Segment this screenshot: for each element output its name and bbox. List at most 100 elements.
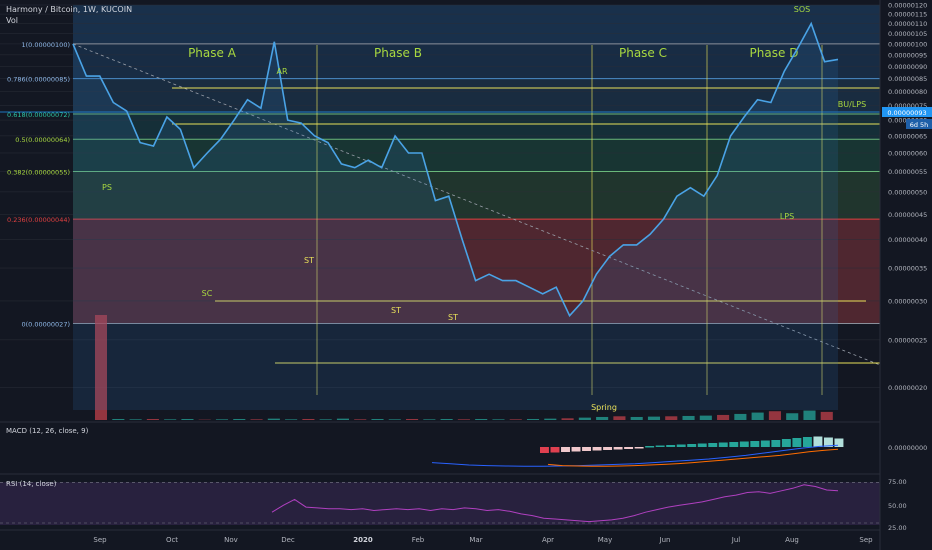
y-tick-label: 0.00000030 bbox=[888, 297, 927, 305]
wyckoff-annotation: LPS bbox=[780, 212, 794, 221]
macd-histogram-bar bbox=[540, 447, 549, 453]
wyckoff-annotation: Spring bbox=[591, 403, 617, 412]
wyckoff-annotation: SC bbox=[202, 289, 213, 298]
volume-bar bbox=[717, 414, 730, 420]
macd-histogram-bar bbox=[613, 447, 623, 450]
volume-bar bbox=[682, 415, 695, 420]
volume-bar bbox=[233, 418, 246, 420]
y-tick-label: 0.00000075 bbox=[888, 102, 927, 110]
volume-bar bbox=[388, 419, 401, 420]
volume-bar bbox=[561, 418, 574, 420]
fib-band bbox=[73, 43, 880, 79]
volume-bar bbox=[423, 419, 436, 420]
macd-histogram-bar bbox=[739, 441, 749, 447]
price-badge-label: 0.00000093 bbox=[887, 109, 926, 117]
volume-bar bbox=[526, 418, 540, 420]
volume-bar bbox=[215, 419, 229, 420]
macd-histogram-bar bbox=[718, 442, 728, 447]
fib-label: 0.618(0.00000072) bbox=[7, 111, 70, 119]
y-tick-label: 0.00000110 bbox=[888, 20, 927, 28]
macd-histogram-bar bbox=[655, 445, 665, 447]
macd-histogram-bar bbox=[592, 447, 602, 451]
macd-histogram-bar bbox=[771, 440, 781, 447]
volume-bar bbox=[509, 419, 522, 420]
volume-bar bbox=[803, 410, 816, 420]
wyckoff-annotation: ST bbox=[304, 256, 314, 265]
volume-bar bbox=[112, 418, 125, 420]
x-tick-label: Jul bbox=[731, 536, 741, 544]
rsi-band bbox=[0, 482, 880, 525]
x-tick-label: Sep bbox=[93, 536, 107, 544]
x-tick-label: Apr bbox=[542, 536, 554, 544]
volume-bar bbox=[371, 418, 384, 420]
volume-bar bbox=[319, 419, 332, 420]
y-tick-label: 0.00000115 bbox=[888, 11, 927, 19]
volume-bar bbox=[146, 418, 159, 420]
fib-label: 0(0.00000027) bbox=[22, 320, 71, 328]
volume-bar bbox=[267, 418, 280, 420]
x-tick-label: Nov bbox=[224, 536, 238, 544]
rsi-tick-label: 25.00 bbox=[888, 524, 907, 532]
price-badge bbox=[882, 107, 932, 117]
rsi-tick-label: 50.00 bbox=[888, 502, 907, 510]
x-tick-label: Oct bbox=[166, 536, 178, 544]
volume-bar bbox=[751, 412, 764, 420]
fib-band bbox=[73, 139, 880, 172]
countdown-badge bbox=[906, 119, 932, 129]
fib-label: 0.382(0.00000055) bbox=[7, 169, 70, 177]
volume-bar bbox=[768, 411, 781, 420]
fib-band bbox=[73, 171, 880, 220]
dashed-trendline bbox=[72, 43, 881, 366]
macd-histogram-bar bbox=[760, 440, 770, 447]
volume-bar bbox=[336, 418, 350, 420]
y-tick-label: 0.00000020 bbox=[888, 384, 927, 392]
volume-bar bbox=[630, 416, 643, 420]
volume-bar bbox=[665, 416, 678, 420]
x-tick-label: Aug bbox=[785, 536, 799, 544]
rsi-title: RSI (14, close) bbox=[6, 480, 57, 488]
y-tick-label: 0.00000035 bbox=[888, 265, 927, 273]
y-tick-label: 0.00000085 bbox=[888, 75, 927, 83]
macd-histogram-bar bbox=[687, 444, 697, 447]
macd-histogram-bar bbox=[603, 447, 613, 450]
volume-bar bbox=[285, 419, 298, 420]
volume-bar bbox=[475, 418, 488, 420]
macd-histogram-bar bbox=[802, 437, 812, 447]
y-tick-label: 0.00000065 bbox=[888, 132, 927, 140]
volume-bar bbox=[164, 419, 177, 420]
volume-bar bbox=[440, 418, 453, 420]
signal-line bbox=[547, 448, 839, 467]
macd-histogram-bar bbox=[750, 441, 760, 447]
fib-label: 0.786(0.00000085) bbox=[7, 76, 70, 84]
macd-tick-label: 0.00000000 bbox=[888, 444, 927, 452]
volume-bar bbox=[647, 416, 661, 420]
volume-bar bbox=[544, 418, 557, 420]
fib-band bbox=[73, 114, 880, 140]
band-top bbox=[73, 5, 880, 44]
volume-bar bbox=[820, 411, 833, 420]
wyckoff-annotation: ST bbox=[448, 313, 458, 322]
rsi-line bbox=[271, 484, 839, 523]
macd-histogram-bar bbox=[582, 447, 592, 451]
macd-histogram-bar bbox=[834, 438, 844, 447]
symbol-title[interactable]: Harmony / Bitcoin, 1W, KUCOIN bbox=[6, 5, 133, 14]
macd-histogram-bar bbox=[708, 443, 718, 447]
macd-title: MACD (12, 26, close, 9) bbox=[6, 427, 89, 435]
volume-bar bbox=[492, 419, 505, 420]
wyckoff-annotation: SOS bbox=[794, 5, 810, 14]
macd-histogram-bar bbox=[781, 439, 791, 447]
macd-histogram-bar bbox=[729, 442, 739, 447]
volume-bar bbox=[354, 419, 367, 420]
x-tick-label: 2020 bbox=[353, 536, 373, 544]
chart-header: Harmony / Bitcoin, 1W, KUCOIN Vol bbox=[6, 5, 132, 25]
macd-line bbox=[431, 444, 839, 467]
y-tick-label: 0.00000100 bbox=[888, 40, 927, 48]
volume-bar bbox=[181, 418, 194, 420]
x-tick-label: Dec bbox=[281, 536, 295, 544]
x-tick-label: May bbox=[598, 536, 612, 544]
volume-bar bbox=[786, 413, 799, 420]
macd-histogram-bar bbox=[561, 447, 570, 452]
volume-bar bbox=[302, 418, 315, 420]
macd-histogram-bar bbox=[813, 436, 823, 447]
